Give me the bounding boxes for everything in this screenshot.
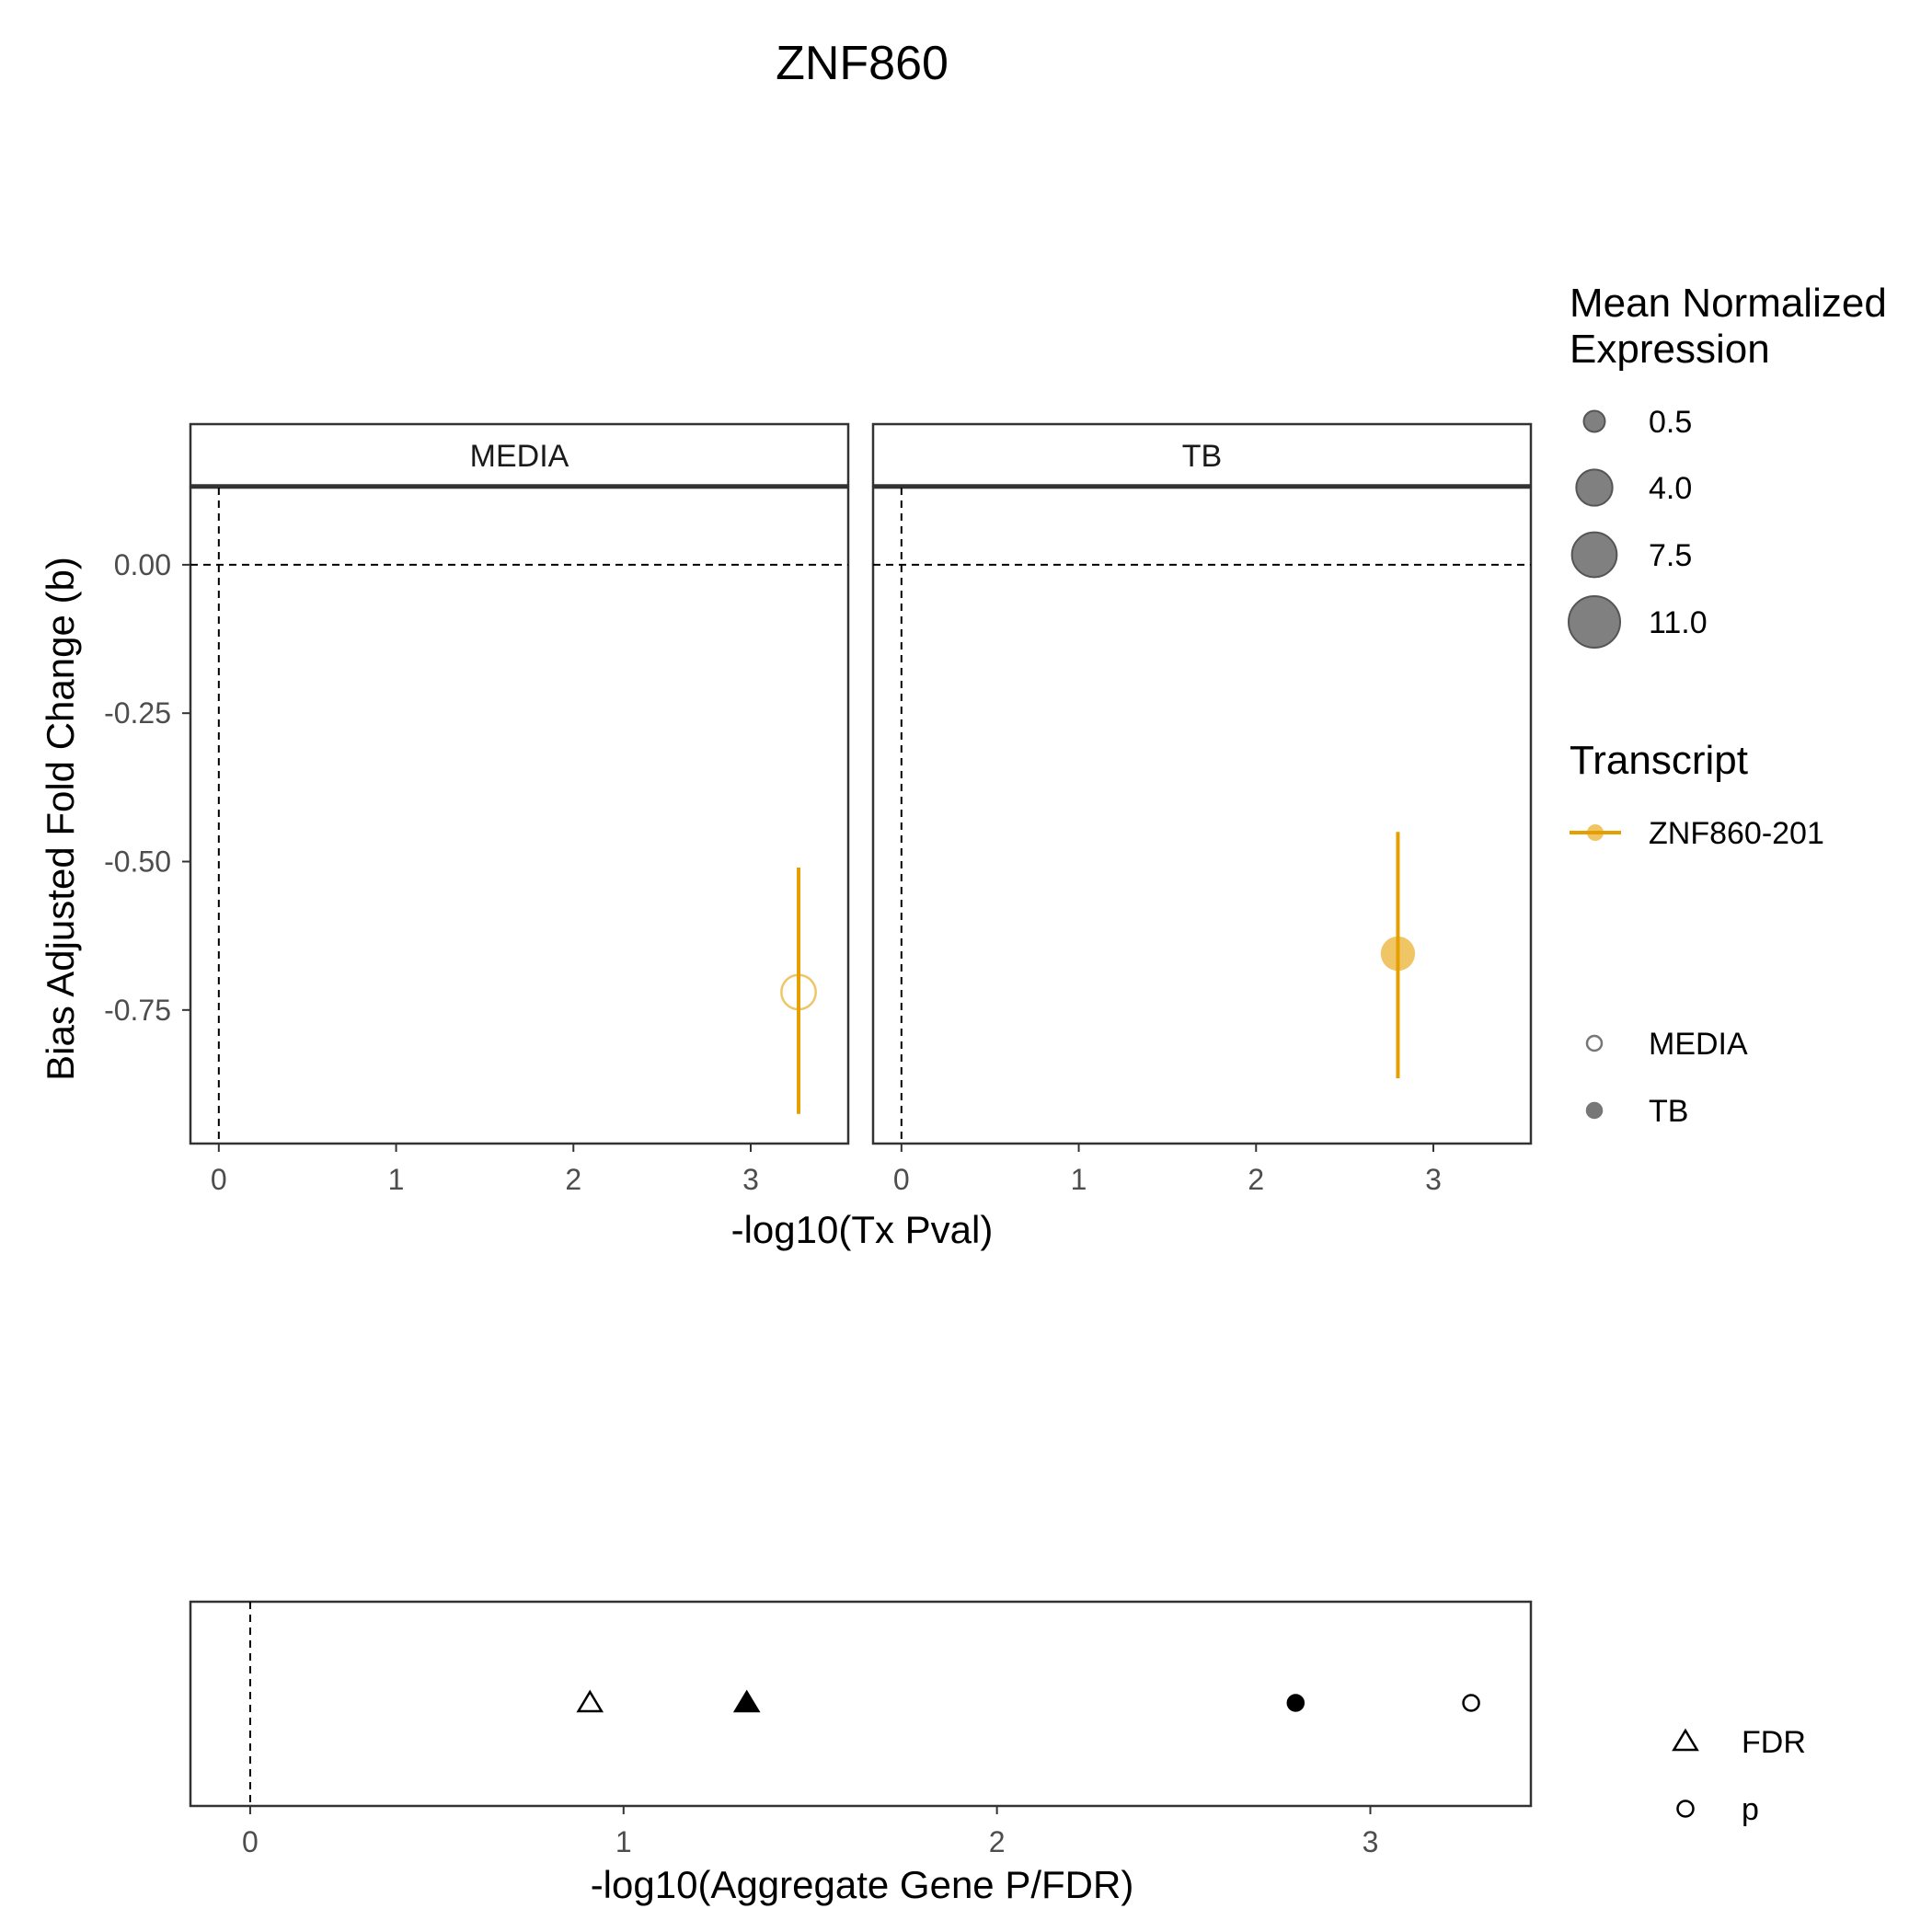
data-point [1380, 936, 1416, 972]
aggregate-point-fdr [576, 1689, 604, 1713]
panel-frame [871, 486, 1533, 1145]
facet-tb: TB 0 1 2 3 [871, 422, 1533, 1196]
facet-label: MEDIA [470, 439, 569, 474]
legend-transcript: Transcript ZNF860-201 [1570, 738, 1824, 851]
x-tick-label: 0 [242, 1825, 259, 1858]
legend-transcript-key-dot [1587, 824, 1604, 841]
legend-condition-label: TB [1649, 1094, 1688, 1129]
y-tick-label: -0.50 [104, 845, 171, 879]
aggregate-point-fdr [732, 1689, 761, 1713]
data-point [780, 973, 817, 1011]
x-axis-title-bottom: -log10(Aggregate Gene P/FDR) [591, 1863, 1134, 1906]
legend-condition-key [1585, 1034, 1604, 1052]
legend-transcript-title: Transcript [1570, 738, 1748, 783]
legend-size-label: 7.5 [1649, 538, 1692, 573]
legend-size-key [1575, 468, 1614, 507]
facet-media: MEDIA 0 1 2 3 [189, 422, 850, 1196]
legend-measure-key [1672, 1728, 1699, 1752]
aggregate-panel: 0 1 2 3 [189, 1600, 1533, 1858]
x-tick-label: 0 [211, 1163, 227, 1196]
panel-frame [189, 1600, 1533, 1808]
facet-strip [871, 422, 1533, 488]
y-tick-label: -0.25 [104, 696, 171, 730]
x-tick-label: 1 [388, 1163, 405, 1196]
legend-measure-label: p [1742, 1792, 1759, 1827]
chart-title: ZNF860 [776, 37, 949, 90]
x-tick-label: 1 [1071, 1163, 1087, 1196]
legend-size-label: 0.5 [1649, 405, 1692, 440]
legend-measure-key [1676, 1800, 1695, 1818]
facet-strip [189, 422, 850, 488]
x-tick-label: 2 [1248, 1163, 1264, 1196]
legend-size-key [1568, 595, 1621, 649]
aggregate-point-p [1286, 1694, 1305, 1712]
x-tick-label: 0 [893, 1163, 910, 1196]
y-tick-label: 0.00 [114, 548, 171, 581]
y-axis-title: Bias Adjusted Fold Change (b) [39, 557, 82, 1081]
panel-frame [189, 486, 850, 1145]
legend-measure: FDR p [1672, 1725, 1806, 1827]
legend-condition-label: MEDIA [1649, 1027, 1748, 1062]
legend-measure-label: FDR [1742, 1725, 1806, 1760]
legend-size-title-line2: Expression [1570, 327, 1770, 372]
x-axis-title-top: -log10(Tx Pval) [731, 1208, 994, 1251]
legend-size-key [1570, 531, 1618, 579]
legend-size-label: 11.0 [1649, 605, 1708, 640]
facet-label: TB [1182, 439, 1222, 474]
aggregate-point-p [1462, 1694, 1480, 1712]
x-tick-label: 3 [1363, 1825, 1379, 1858]
legend-size-title-line1: Mean Normalized [1570, 281, 1887, 326]
x-tick-label: 3 [1425, 1163, 1442, 1196]
y-tick-label: -0.75 [104, 994, 171, 1027]
legend-condition-key [1585, 1101, 1604, 1120]
legend-condition: MEDIA TB [1585, 1027, 1748, 1129]
x-tick-label: 1 [615, 1825, 632, 1858]
legend-transcript-label: ZNF860-201 [1649, 816, 1824, 851]
legend-size-label: 4.0 [1649, 471, 1692, 506]
legend-mean-normalized-expression: Mean Normalized Expression 0.5 4.0 7.5 11.0 [1568, 281, 1887, 649]
transcript-panels: MEDIA 0 1 2 3 TB 0 1 2 3 0.00 -0.25 -0.50 -0.75 [104, 422, 1533, 1196]
x-tick-label: 2 [565, 1163, 581, 1196]
x-tick-label: 3 [742, 1163, 759, 1196]
legend-size-key [1582, 409, 1606, 433]
x-tick-label: 2 [989, 1825, 1006, 1858]
